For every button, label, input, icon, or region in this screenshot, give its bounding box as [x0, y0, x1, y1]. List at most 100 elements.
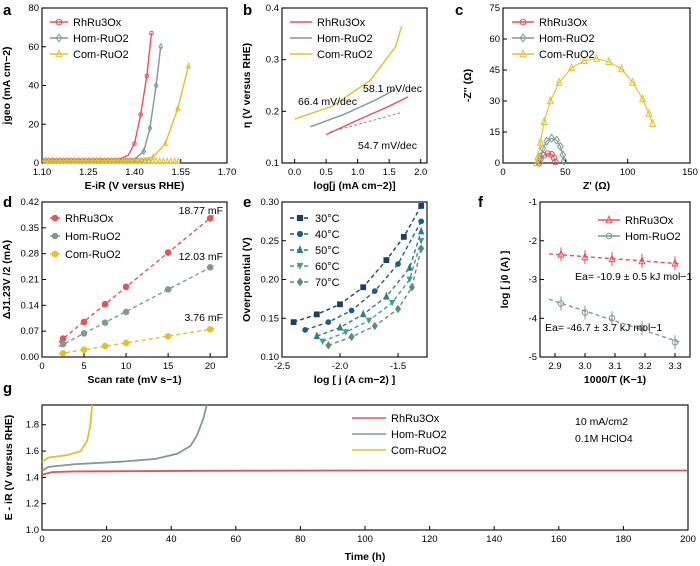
x-tick-label: 180	[615, 534, 631, 545]
data-point	[116, 156, 122, 164]
data-point	[394, 304, 402, 314]
x-axis-label: 1000/T (K−1)	[584, 374, 646, 386]
y-tick-label: 0.1	[266, 158, 279, 169]
data-point	[68, 156, 74, 164]
legend-label: 70°C	[315, 277, 340, 289]
data-point	[388, 299, 396, 307]
y-tick-label: 80	[28, 3, 39, 14]
data-point	[313, 331, 320, 339]
data-point	[544, 150, 552, 157]
legend-label: Com-RuO2	[317, 49, 373, 61]
x-tick-label: 0	[500, 167, 505, 178]
plot-frame	[502, 7, 691, 164]
y-tick-label: 0.35	[21, 223, 40, 234]
series-HomRuO2	[58, 264, 215, 348]
y-tick-label: 0.14	[21, 300, 40, 311]
data-point	[371, 288, 378, 295]
data-point	[175, 156, 181, 164]
data-point	[79, 156, 85, 165]
legend-label: 30°C	[315, 213, 340, 225]
series-line	[58, 214, 215, 343]
x-tick-label: 15	[163, 361, 174, 372]
data-point	[365, 317, 373, 325]
data-point	[172, 156, 178, 164]
data-point	[360, 284, 367, 291]
data-point	[560, 156, 568, 166]
y-tick-label: -3	[529, 275, 537, 286]
data-point	[164, 156, 170, 164]
y-tick-label: 15	[489, 127, 500, 138]
data-point	[552, 158, 559, 166]
y-tick-label: -1	[529, 197, 537, 208]
panel-d: d 0 5 10 15 20 0.00 0.07 0.14 0.21 0.28 0.35 0.42 Sca…	[1, 194, 228, 386]
legend-g: RhRu3Ox Hom-RuO2 Com-RuO2	[352, 413, 447, 457]
data-point	[122, 339, 130, 347]
series-line	[41, 469, 688, 476]
y-tick-label: -5	[529, 352, 537, 363]
y-tick-label: 60	[489, 34, 500, 45]
panel-a: a 1.10 1.25 1.40 1.55 1.70 0 20 40 60 80 E-iR (V ve…	[1, 2, 236, 192]
y-tick-label: 30	[489, 96, 500, 107]
legend-marker	[51, 214, 59, 222]
legend-a: RhRu3Ox Hom-RuO2 Com-RuO2	[50, 17, 129, 61]
data-point	[149, 156, 155, 164]
x-tick-label: 1.70	[218, 167, 237, 178]
data-point	[94, 156, 100, 165]
ea-label-hom: Ea= -46.7 ± 3.7 kJ mol−1	[545, 322, 662, 334]
legend-label: Hom-RuO2	[65, 231, 121, 243]
y-tick-label: 20	[28, 119, 39, 130]
x-tick-label: 100	[620, 167, 636, 178]
data-point	[149, 30, 154, 36]
y-tick-label: -2	[529, 236, 537, 247]
data-point	[418, 244, 425, 253]
series-40C	[302, 218, 425, 333]
y-tick-label: 1.8	[26, 420, 39, 431]
series-ComRuO2	[533, 53, 657, 167]
legend-marker	[55, 33, 63, 43]
x-tick-label: 40	[166, 534, 177, 545]
panel-f: f 2.9 3.0 3.1 3.2 3.3 -1 -2 -3 -4 -5 1000/T (K−1) lo…	[478, 194, 691, 386]
x-tick-label: 0	[39, 361, 44, 372]
data-point	[605, 56, 613, 66]
y-tick-label: 0.28	[21, 249, 40, 260]
y-tick-label: 1.4	[26, 472, 39, 483]
data-point	[142, 156, 148, 164]
y-tick-label: 0.4	[266, 3, 279, 14]
legend-marker	[605, 214, 613, 224]
x-tick-label: 3.3	[668, 361, 681, 372]
slope-fit-line	[329, 112, 401, 133]
data-point	[313, 311, 320, 318]
y-tick-label: 40	[28, 81, 39, 92]
data-point	[290, 319, 297, 326]
x-tick-label: 150	[682, 167, 698, 178]
series-line	[294, 25, 403, 120]
series-RhRu3Ox	[325, 96, 409, 136]
data-point	[59, 335, 67, 342]
data-point	[50, 156, 55, 165]
x-tick-label: 50	[560, 167, 571, 178]
data-point	[122, 308, 130, 316]
x-axis-label: log [ j (A cm−2) ]	[314, 374, 396, 386]
data-point	[90, 156, 96, 164]
data-point	[639, 93, 647, 103]
data-point	[162, 139, 168, 146]
y-tick-label: 0.2	[266, 106, 279, 117]
legend-label: RhRu3Ox	[65, 213, 114, 225]
data-point	[206, 326, 214, 333]
series-line	[536, 58, 654, 164]
legend-marker	[519, 18, 527, 26]
legend-marker	[51, 250, 59, 258]
x-tick-label: 160	[551, 534, 567, 545]
data-point	[546, 95, 554, 105]
series-line	[41, 404, 208, 472]
x-axis-label: Z' (Ω)	[583, 180, 610, 192]
data-point	[75, 156, 81, 165]
legend-f: RhRu3Ox Hom-RuO2	[598, 214, 681, 243]
x-tick-label: 2.9	[548, 361, 561, 372]
data-point	[592, 53, 601, 62]
y-axis-label: η (V versus RHE)	[241, 43, 253, 128]
data-point	[418, 218, 425, 225]
data-point	[645, 108, 653, 117]
x-tick-label: 80	[295, 534, 306, 545]
y-tick-label: 1.6	[26, 446, 39, 457]
